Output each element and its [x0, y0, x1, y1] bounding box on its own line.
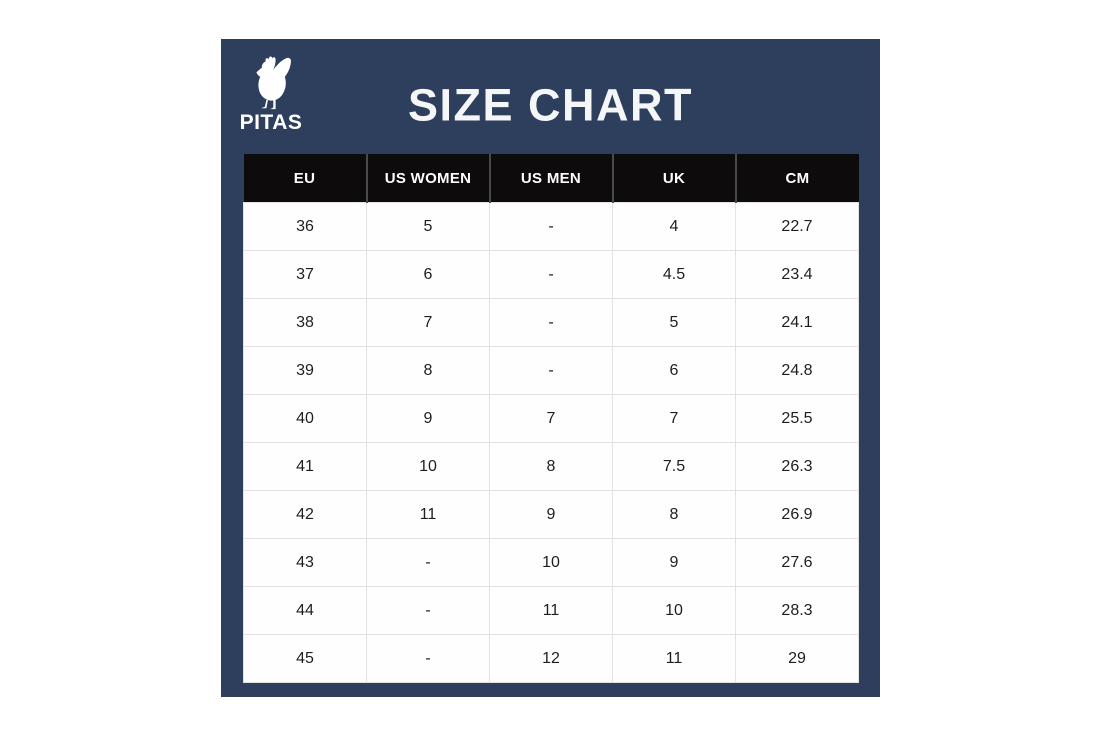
table-cell: 38	[243, 298, 367, 347]
table-cell: 9	[612, 538, 736, 587]
size-chart-panel: PITAS SIZE CHART EU US WOMEN US MEN UK CM 36…	[221, 39, 880, 697]
size-table-head: EU US WOMEN US MEN UK CM	[243, 154, 859, 203]
table-cell: 6	[612, 346, 736, 395]
size-table-body: 36 5-4 22.7 37 6-4.5 23.4 38 7-5 24.1 39 8-6 24.8 40…	[243, 202, 859, 683]
table-cell: 11	[612, 634, 736, 683]
table-cell: 23.4	[735, 250, 859, 299]
table-cell: 42	[243, 490, 367, 539]
table-row: 43-10 9 27.6	[243, 538, 859, 587]
table-cell: 12	[489, 634, 613, 683]
table-cell: 10	[366, 442, 490, 491]
table-row: 41 10 8 7.5 26.3	[243, 442, 859, 491]
table-cell: 24.8	[735, 346, 859, 395]
brand-logo: PITAS	[237, 55, 305, 133]
table-cell: 28.3	[735, 586, 859, 635]
table-cell: 43	[243, 538, 367, 587]
column-header-uk: UK	[611, 154, 736, 203]
table-row: 39 8-6 24.8	[243, 346, 859, 395]
table-cell: 4	[612, 202, 736, 251]
table-header-row: EU US WOMEN US MEN UK CM	[243, 154, 859, 203]
table-cell: 22.7	[735, 202, 859, 251]
table-cell: 29	[735, 634, 859, 683]
table-cell: 11	[489, 586, 613, 635]
table-cell: 36	[243, 202, 367, 251]
table-row: 40 9 7 7 25.5	[243, 394, 859, 443]
table-cell: 7	[612, 394, 736, 443]
table-cell: 7.5	[612, 442, 736, 491]
table-cell: 4.5	[612, 250, 736, 299]
table-cell: 5	[612, 298, 736, 347]
table-cell: 10	[489, 538, 613, 587]
table-row: 38 7-5 24.1	[243, 298, 859, 347]
table-cell: 27.6	[735, 538, 859, 587]
table-cell: 44	[243, 586, 367, 635]
table-cell: 8	[366, 346, 490, 395]
size-table-container: EU US WOMEN US MEN UK CM 36 5-4 22.7 37 6-4.5 23.…	[243, 154, 859, 683]
table-cell: -	[489, 298, 613, 347]
brand-name: PITAS	[239, 111, 303, 134]
table-row: 42 11 9 8 26.9	[243, 490, 859, 539]
table-row: 44-11 10 28.3	[243, 586, 859, 635]
table-cell: 7	[366, 298, 490, 347]
table-cell: -	[489, 202, 613, 251]
table-cell: 37	[243, 250, 367, 299]
rooster-icon	[256, 56, 291, 110]
table-row: 45-12 11 29	[243, 634, 859, 683]
table-cell: 39	[243, 346, 367, 395]
table-cell: 26.3	[735, 442, 859, 491]
size-table: EU US WOMEN US MEN UK CM 36 5-4 22.7 37 6-4.5 23.…	[243, 154, 859, 683]
table-cell: -	[366, 538, 490, 587]
table-cell: 40	[243, 394, 367, 443]
table-cell: 25.5	[735, 394, 859, 443]
table-cell: -	[489, 250, 613, 299]
column-header-cm: CM	[734, 154, 859, 203]
table-cell: -	[366, 634, 490, 683]
table-cell: 10	[612, 586, 736, 635]
table-cell: 24.1	[735, 298, 859, 347]
table-cell: 9	[366, 394, 490, 443]
table-row: 37 6-4.5 23.4	[243, 250, 859, 299]
table-cell: -	[489, 346, 613, 395]
panel-header: PITAS SIZE CHART	[221, 39, 880, 154]
table-cell: -	[366, 586, 490, 635]
table-cell: 26.9	[735, 490, 859, 539]
column-header-us-women: US WOMEN	[365, 154, 490, 203]
table-cell: 45	[243, 634, 367, 683]
page-title: SIZE CHART	[408, 79, 693, 131]
column-header-us-men: US MEN	[488, 154, 613, 203]
table-row: 36 5-4 22.7	[243, 202, 859, 251]
table-cell: 9	[489, 490, 613, 539]
table-cell: 8	[612, 490, 736, 539]
table-cell: 6	[366, 250, 490, 299]
column-header-eu: EU	[243, 154, 367, 203]
table-cell: 41	[243, 442, 367, 491]
table-cell: 7	[489, 394, 613, 443]
table-cell: 8	[489, 442, 613, 491]
table-cell: 11	[366, 490, 490, 539]
table-cell: 5	[366, 202, 490, 251]
